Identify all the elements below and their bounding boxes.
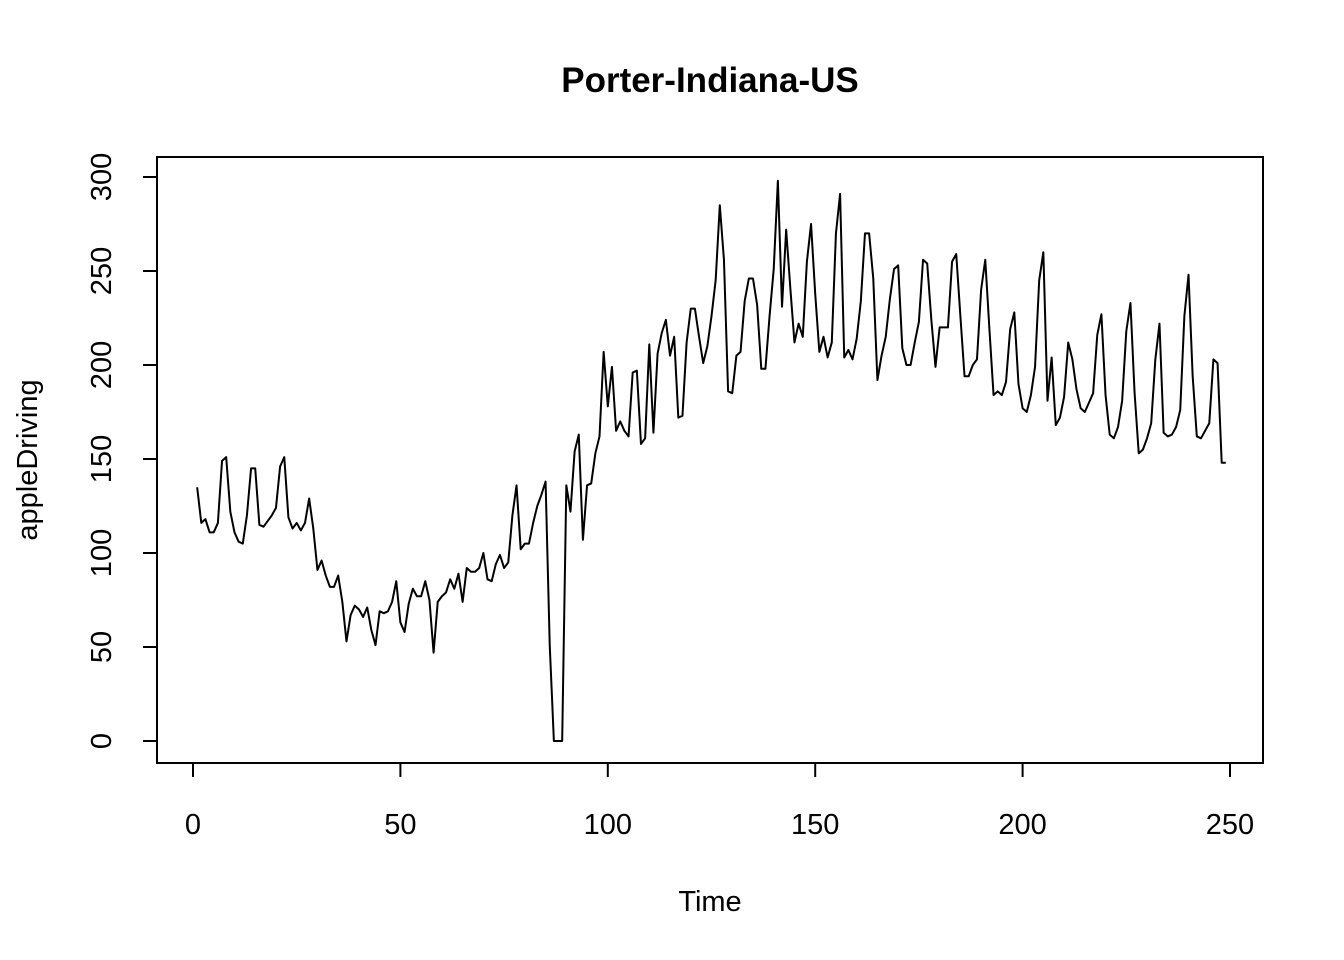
y-tick-label: 300	[86, 153, 118, 201]
y-tick-label: 50	[86, 631, 118, 663]
x-tick-label: 100	[584, 809, 632, 841]
chart-title: Porter-Indiana-US	[561, 61, 859, 100]
x-axis: 0 50 100 150 200 250	[185, 762, 1254, 841]
y-axis: 0 50 100 150 200 250 300	[86, 153, 158, 749]
y-tick-label: 100	[86, 529, 118, 577]
y-axis-label: appleDriving	[12, 379, 44, 540]
y-tick-label: 200	[86, 341, 118, 389]
x-tick-label: 50	[384, 809, 416, 841]
x-tick-label: 0	[185, 809, 201, 841]
y-tick-label: 0	[86, 733, 118, 749]
series-line	[196, 179, 1226, 742]
plot-area-frame	[156, 156, 1264, 764]
x-axis-label: Time	[678, 886, 741, 918]
x-tick-label: 250	[1206, 809, 1254, 841]
x-tick-label: 150	[791, 809, 839, 841]
y-tick-label: 150	[86, 435, 118, 483]
y-tick-label: 250	[86, 247, 118, 295]
x-tick-label: 200	[998, 809, 1046, 841]
